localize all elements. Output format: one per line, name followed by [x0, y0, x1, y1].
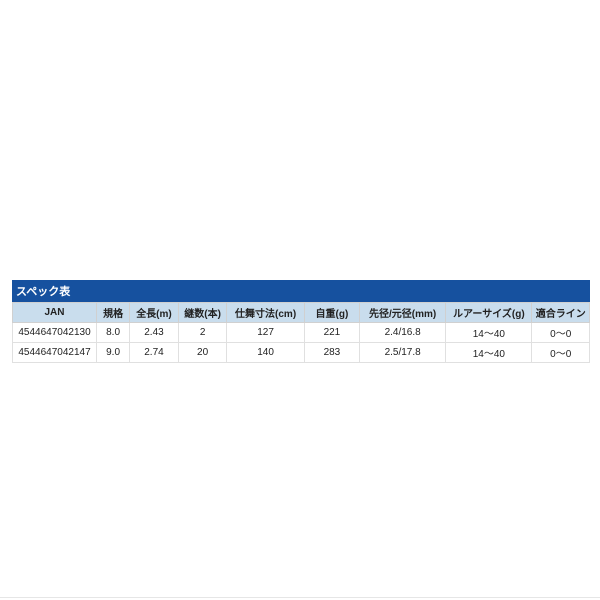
cell-1-3: 20 [178, 343, 227, 363]
cell-1-7: 14〜40 [446, 343, 532, 363]
bottom-divider [0, 597, 600, 598]
col-header-1: 規格 [97, 303, 130, 323]
col-header-8: 適合ライン [532, 303, 590, 323]
cell-0-4: 127 [227, 323, 304, 343]
table-row: 45446470421479.02.74201402832.5/17.814〜4… [13, 343, 590, 363]
col-header-3: 継数(本) [178, 303, 227, 323]
spec-table-title: スペック表 [12, 280, 590, 302]
table-row: 45446470421308.02.4321272212.4/16.814〜40… [13, 323, 590, 343]
col-header-6: 先径/元径(mm) [360, 303, 446, 323]
cell-0-0: 4544647042130 [13, 323, 97, 343]
cell-1-4: 140 [227, 343, 304, 363]
col-header-7: ルアーサイズ(g) [446, 303, 532, 323]
cell-0-5: 221 [304, 323, 359, 343]
col-header-4: 仕舞寸法(cm) [227, 303, 304, 323]
table-header-row: JAN規格全長(m)継数(本)仕舞寸法(cm)自重(g)先径/元径(mm)ルアー… [13, 303, 590, 323]
cell-0-8: 0〜0 [532, 323, 590, 343]
col-header-2: 全長(m) [130, 303, 179, 323]
cell-0-3: 2 [178, 323, 227, 343]
spec-table: JAN規格全長(m)継数(本)仕舞寸法(cm)自重(g)先径/元径(mm)ルアー… [12, 302, 590, 363]
cell-1-6: 2.5/17.8 [360, 343, 446, 363]
cell-1-0: 4544647042147 [13, 343, 97, 363]
spec-table-container: スペック表 JAN規格全長(m)継数(本)仕舞寸法(cm)自重(g)先径/元径(… [12, 280, 590, 363]
cell-0-6: 2.4/16.8 [360, 323, 446, 343]
col-header-5: 自重(g) [304, 303, 359, 323]
cell-0-1: 8.0 [97, 323, 130, 343]
cell-1-8: 0〜0 [532, 343, 590, 363]
cell-1-5: 283 [304, 343, 359, 363]
cell-1-2: 2.74 [130, 343, 179, 363]
cell-0-7: 14〜40 [446, 323, 532, 343]
cell-1-1: 9.0 [97, 343, 130, 363]
cell-0-2: 2.43 [130, 323, 179, 343]
col-header-0: JAN [13, 303, 97, 323]
